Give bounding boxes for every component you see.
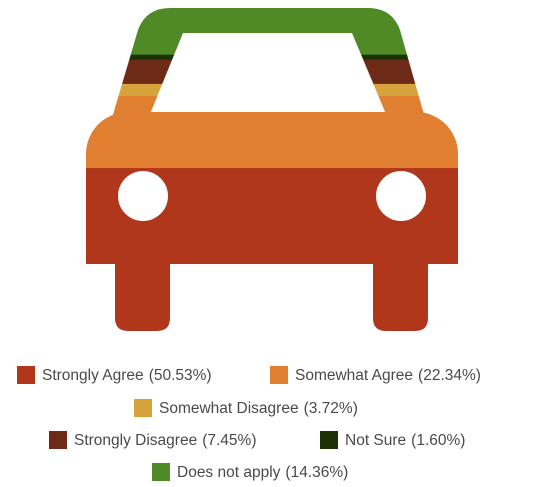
legend-name: Somewhat Agree: [295, 367, 413, 384]
legend-label: Strongly Disagree (7.45%): [74, 432, 256, 449]
legend-swatch: [134, 399, 152, 417]
legend-swatch: [17, 366, 35, 384]
legend-label: Somewhat Agree (22.34%): [295, 367, 481, 384]
car-fill: [80, 8, 465, 332]
legend-name: Strongly Disagree: [74, 432, 197, 449]
legend-value: (50.53%): [149, 367, 212, 384]
legend-value: (3.72%): [304, 400, 358, 417]
legend-name: Somewhat Disagree: [159, 400, 299, 417]
legend-name: Does not apply: [177, 464, 281, 481]
legend-label: Strongly Agree (50.53%): [42, 367, 212, 384]
band: [80, 59, 465, 84]
band: [80, 95, 465, 169]
legend: Strongly Agree (50.53%) Somewhat Agree (22.…: [17, 366, 481, 481]
legend-swatch: [152, 463, 170, 481]
legend-label: Not Sure (1.60%): [345, 432, 465, 449]
band: [80, 54, 465, 60]
band: [80, 8, 465, 55]
band: [80, 83, 465, 96]
legend-label: Somewhat Disagree (3.72%): [159, 400, 358, 417]
legend-label: Does not apply (14.36%): [177, 464, 348, 481]
band: [80, 167, 465, 332]
legend-value: (1.60%): [411, 432, 465, 449]
legend-swatch: [270, 366, 288, 384]
legend-name: Strongly Agree: [42, 367, 144, 384]
legend-value: (14.36%): [285, 464, 348, 481]
legend-value: (7.45%): [202, 432, 256, 449]
legend-swatch: [320, 431, 338, 449]
legend-swatch: [49, 431, 67, 449]
legend-name: Not Sure: [345, 432, 406, 449]
legend-value: (22.34%): [418, 367, 481, 384]
